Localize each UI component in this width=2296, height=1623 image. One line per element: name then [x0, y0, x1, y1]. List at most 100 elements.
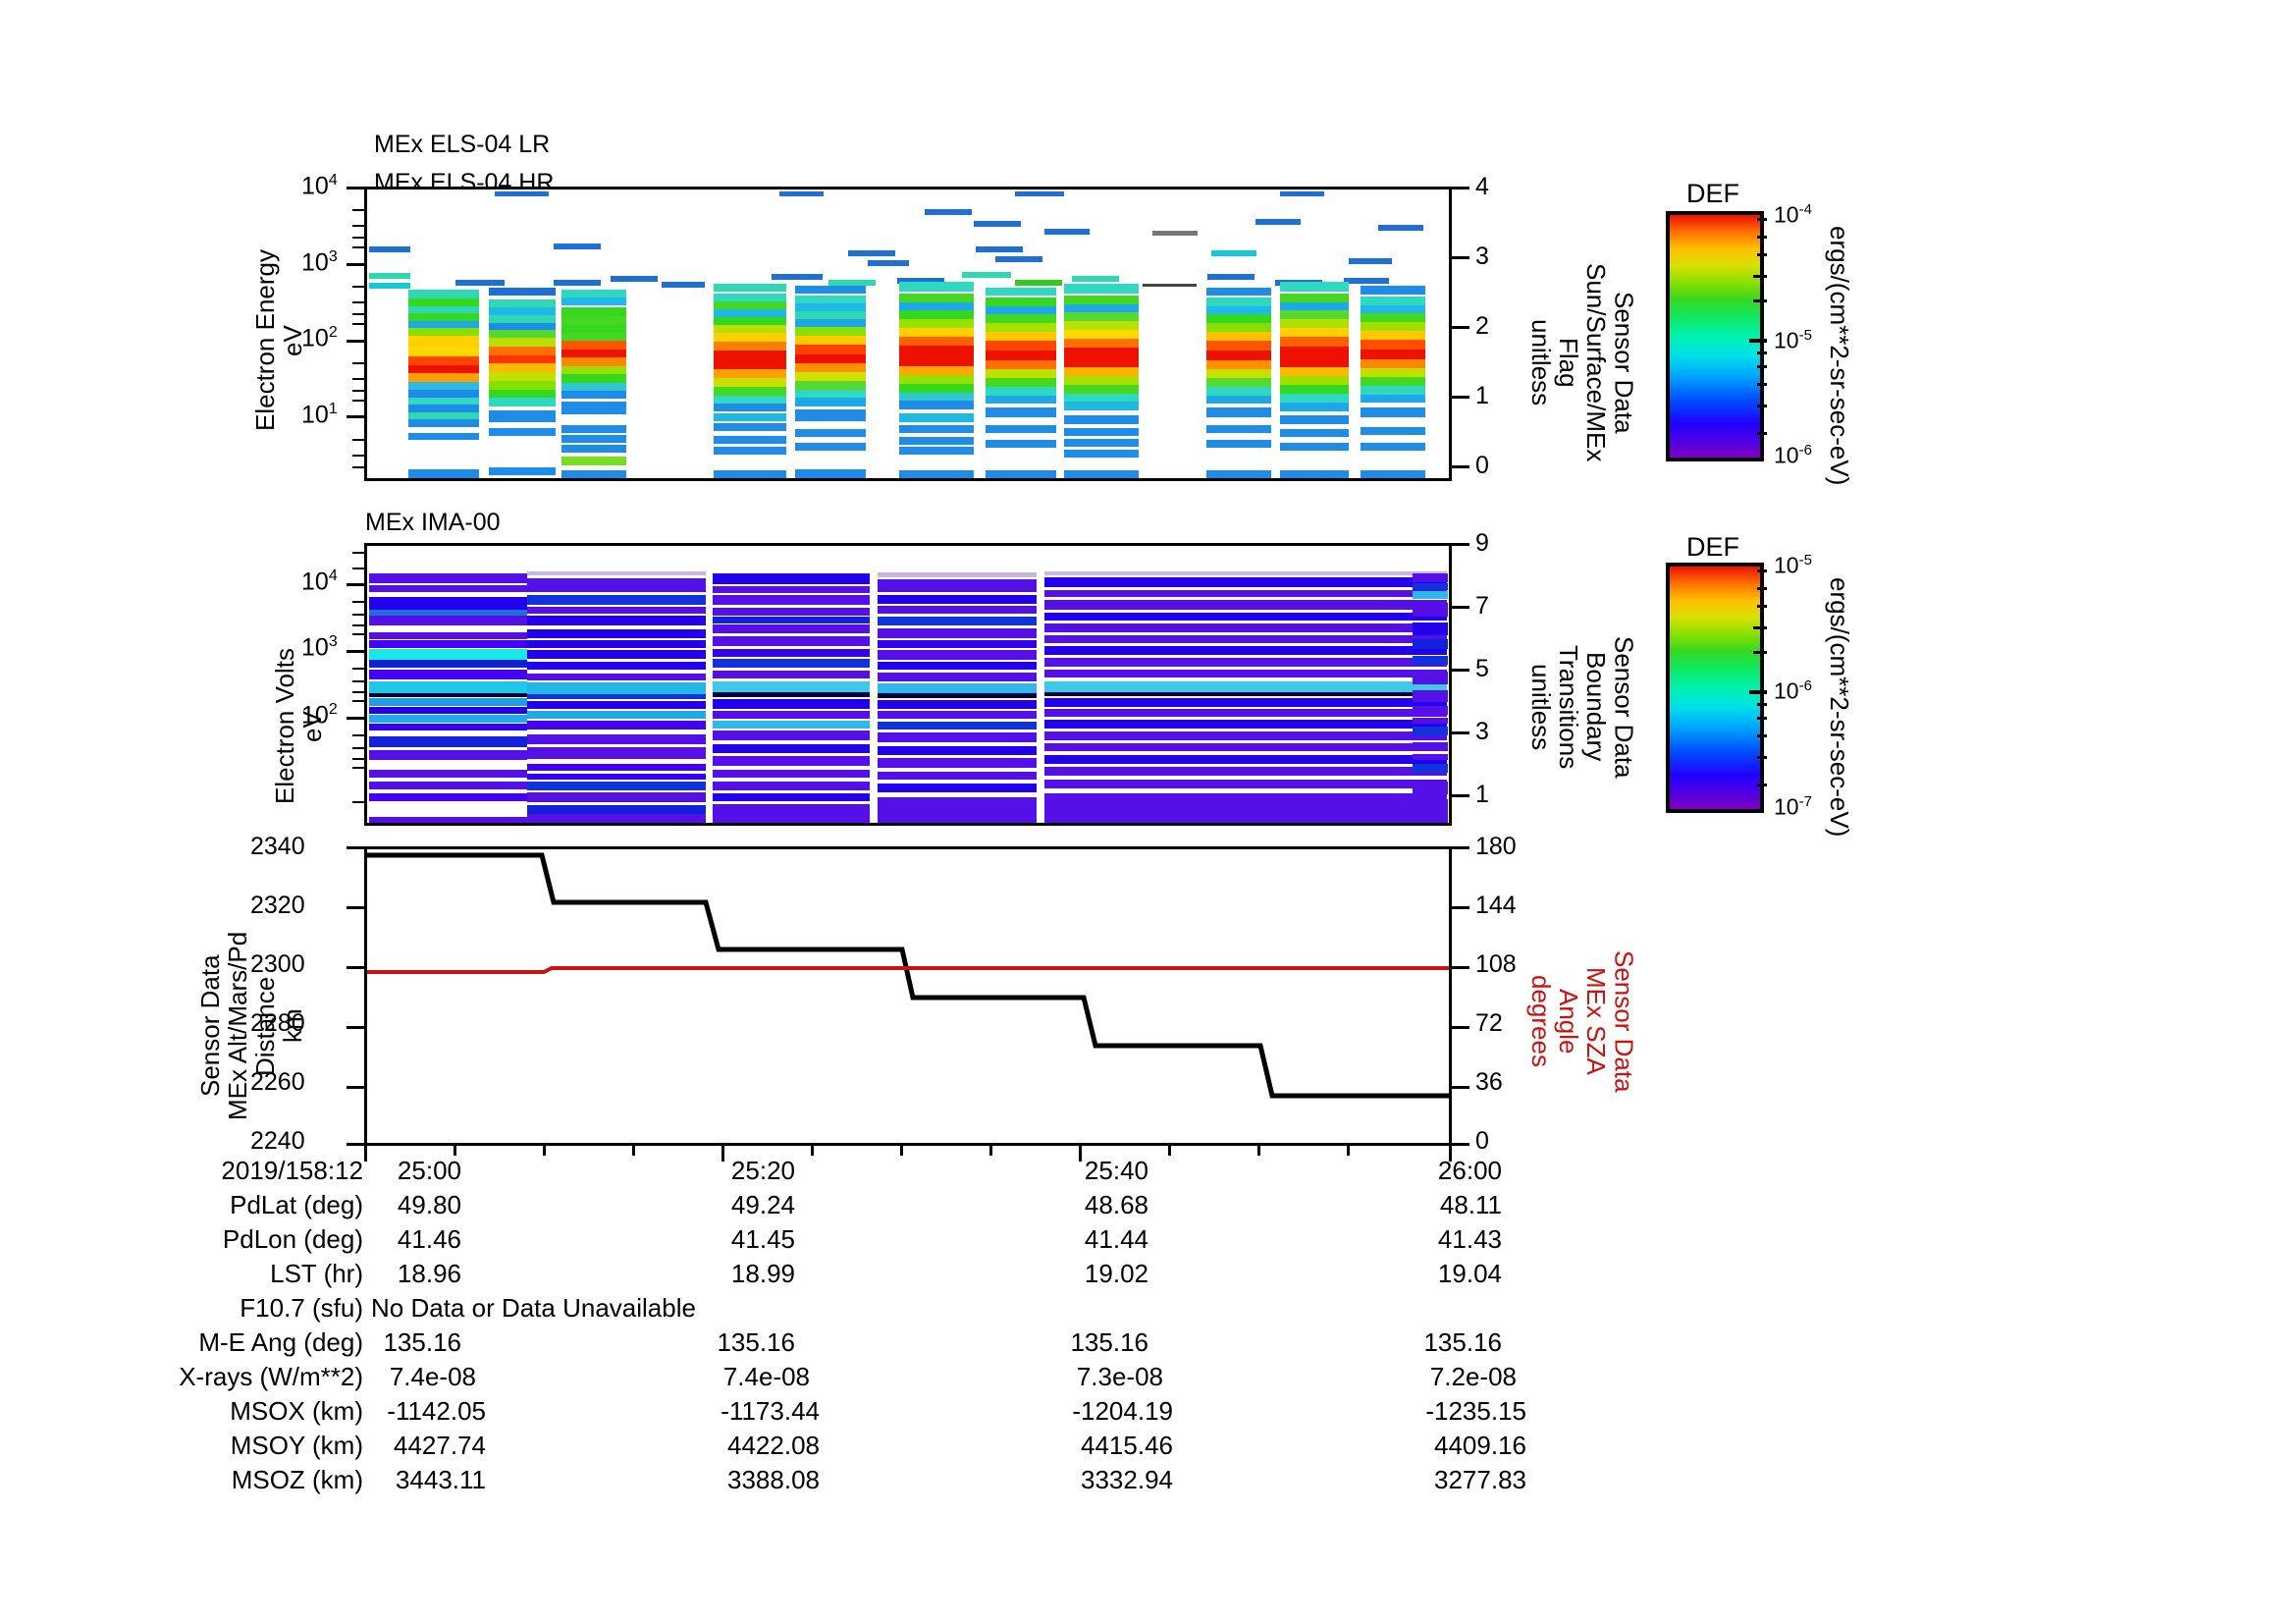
panel2-right-line1: Sensor Data	[1609, 635, 1639, 779]
panel1-title-lr: MEx ELS-04 LR	[374, 131, 551, 158]
table-cell-3-0: 18.96	[397, 1259, 461, 1288]
table-cell-0-2: 25:40	[1084, 1156, 1148, 1185]
panel2-right-line3: Transitions	[1554, 644, 1584, 770]
table-cell-9-2: 3332.94	[1081, 1465, 1173, 1494]
table-cell-7-1: -1173.44	[721, 1396, 820, 1426]
panel3-ytick-2260: 2260	[250, 1068, 305, 1096]
colorbar2-units: ergs/(cm**2-sr-sec-eV)	[1825, 577, 1855, 838]
table-cell-0-0: 25:00	[397, 1156, 461, 1185]
panel2-spectrogram	[369, 571, 1448, 823]
table-cell-8-0: 4427.74	[394, 1431, 486, 1460]
panel3-rtick-180: 180	[1475, 833, 1517, 860]
panel3-right-label: Sensor Data MEx SZA Angle degrees	[1526, 923, 1639, 1119]
panel3-right-line2: MEx SZA	[1581, 967, 1612, 1075]
table-cell-0-3: 26:00	[1437, 1156, 1502, 1185]
panel1-plot-area	[364, 187, 1452, 481]
colorbar1	[1666, 211, 1764, 461]
table-cell-8-2: 4415.46	[1081, 1431, 1173, 1460]
panel2-rtick-1: 1	[1475, 781, 1489, 808]
table-cell-2-2: 41.44	[1084, 1224, 1148, 1254]
colorbar1-units: ergs/(cm**2-sr-sec-eV)	[1825, 226, 1855, 486]
panel2-rtick-7: 7	[1475, 592, 1489, 620]
panel3-ytick-2320: 2320	[250, 892, 305, 919]
table-cell-1-2: 48.68	[1084, 1190, 1148, 1219]
table-cell-5-2: 135.16	[1070, 1327, 1148, 1357]
table-cell-7-2: -1204.19	[1072, 1396, 1173, 1426]
table-cell-2-0: 41.46	[397, 1224, 461, 1254]
table-cell-6-1: 7.4e-08	[722, 1362, 810, 1391]
panel3-ylabel-line1: Sensor Data	[195, 954, 225, 1098]
panel3-lines	[367, 852, 1449, 1099]
table-cell-5-1: 135.16	[717, 1327, 795, 1357]
panel3-ytick-2300: 2300	[250, 950, 305, 978]
panel1-right-label: Sensor Data Sun/Surface/MEx Flag unitles…	[1526, 240, 1639, 485]
panel2-ytick-1000: 103	[301, 633, 338, 662]
table-cell-4-span: No Data or Data Unavailable	[371, 1293, 696, 1323]
panel2-rtick-3: 3	[1475, 718, 1489, 745]
table-cell-7-0: -1142.05	[387, 1396, 486, 1426]
colorbar2-title: DEF	[1686, 532, 1739, 562]
table-row-label-9: MSOZ (km)	[231, 1465, 363, 1494]
table-cell-9-0: 3443.11	[395, 1465, 486, 1494]
table-cell-1-0: 49.80	[397, 1190, 461, 1219]
colorbar2-top-label: 10-5	[1774, 552, 1812, 578]
colorbar1-top-label: 10-4	[1774, 201, 1812, 228]
table-row-label-7: MSOX (km)	[230, 1396, 363, 1426]
table-cell-9-1: 3388.08	[727, 1465, 820, 1494]
table-row-label-6: X-rays (W/m**2)	[179, 1362, 363, 1391]
table-cell-6-3: 7.2e-08	[1429, 1362, 1517, 1391]
altitude-trace	[367, 852, 1449, 1099]
panel3-rtick-144: 144	[1475, 892, 1517, 919]
panel3-rtick-108: 108	[1475, 950, 1517, 978]
panel1-ytick-1000: 103	[301, 248, 338, 277]
panel2-rtick-9: 9	[1475, 529, 1489, 557]
panel3-rtick-36: 36	[1475, 1068, 1503, 1096]
panel3-right-line1: Sensor Data	[1609, 949, 1639, 1093]
table-row-label-5: M-E Ang (deg)	[198, 1327, 363, 1357]
table-cell-1-3: 48.11	[1439, 1190, 1502, 1219]
panel2-ylabel-line1: Electron Volts	[270, 648, 299, 805]
table-cell-8-1: 4422.08	[727, 1431, 820, 1460]
table-cell-8-3: 4409.16	[1434, 1431, 1526, 1460]
panel3-right-line4: degrees	[1526, 975, 1557, 1067]
table-cell-6-2: 7.3e-08	[1076, 1362, 1163, 1391]
colorbar2-mid-label: 10-6	[1774, 677, 1812, 704]
panel1-right-line4: unitless	[1526, 318, 1557, 406]
colorbar2	[1666, 563, 1764, 813]
table-cell-6-0: 7.4e-08	[389, 1362, 476, 1391]
table-row-label-8: MSOY (km)	[230, 1431, 363, 1460]
panel2-ytick-10000: 104	[301, 568, 338, 596]
panel1-right-line1: Sensor Data	[1609, 291, 1639, 434]
panel1-ytick-10000: 104	[301, 172, 338, 200]
panel3-ylabel-line2: MEx Alt/Mars/Pd	[223, 931, 253, 1121]
panel3-right-line3: Angle	[1554, 988, 1584, 1055]
table-row-label-1: PdLat (deg)	[230, 1190, 363, 1219]
panel2-rtick-5: 5	[1475, 655, 1489, 682]
table-cell-2-3: 41.43	[1437, 1224, 1502, 1254]
table-row-label-0: 2019/158:12	[221, 1156, 363, 1185]
table-cell-7-3: -1235.15	[1425, 1396, 1526, 1426]
table-row-label-4: F10.7 (sfu)	[240, 1293, 363, 1323]
table-cell-2-1: 41.45	[730, 1224, 795, 1254]
table-cell-1-1: 49.24	[730, 1190, 795, 1219]
panel1-ylabel-line1: Electron Energy	[250, 249, 280, 432]
colorbar1-mid-label: 10-5	[1774, 327, 1812, 353]
panel1-rtick-3: 3	[1475, 243, 1489, 270]
panel1-ytick-10: 101	[301, 401, 338, 429]
panel2-ytick-100: 102	[301, 701, 338, 730]
colorbar1-gradient	[1670, 215, 1760, 458]
panel1-spectrogram	[369, 191, 1425, 478]
table-cell-5-3: 135.16	[1423, 1327, 1502, 1357]
panel1-rtick-1: 1	[1475, 382, 1489, 409]
panel1-rtick-2: 2	[1475, 312, 1489, 340]
panel2-right-label: Sensor Data Boundary Transitions unitles…	[1526, 609, 1639, 805]
panel2-right-line2: Boundary	[1581, 652, 1612, 762]
panel3-ytick-2280: 2280	[250, 1009, 305, 1037]
colorbar2-bot-label: 10-7	[1774, 793, 1812, 820]
panel3-rtick-72: 72	[1475, 1009, 1503, 1037]
panel1-rtick-4: 4	[1475, 173, 1489, 200]
table-row-label-2: PdLon (deg)	[222, 1224, 363, 1254]
panel3-rtick-0: 0	[1475, 1127, 1489, 1155]
table-cell-0-1: 25:20	[730, 1156, 795, 1185]
